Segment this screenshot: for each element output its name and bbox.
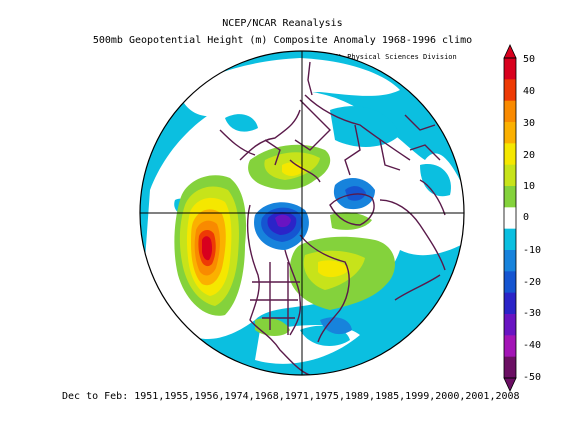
colorbar-segment	[504, 292, 516, 315]
colorbar-tick-label: 40	[523, 86, 536, 97]
colorbar-tick-label: -30	[523, 308, 542, 319]
high-anomaly-center	[202, 236, 213, 261]
colorbar-segment	[504, 143, 516, 166]
colorbar-segment	[504, 79, 516, 102]
colorbar-tick-label: 0	[523, 212, 530, 223]
colorbar-bottom-arrow	[503, 377, 517, 392]
colorbar-segment	[504, 100, 516, 123]
colorbar-tick-label: -10	[523, 245, 542, 256]
colorbar-segment	[504, 228, 516, 251]
colorbar-segment	[504, 250, 516, 272]
colorbar-tick-label: 30	[523, 118, 536, 129]
page-title: NCEP/NCAR Reanalysis	[222, 18, 343, 29]
colorbar-segment	[504, 122, 516, 144]
colorbar-tick-label: -50	[523, 372, 542, 383]
colorbar-segment	[504, 207, 516, 230]
colorbar-top-arrow	[503, 44, 517, 59]
anomaly-field	[140, 51, 464, 375]
colorbar-segment	[504, 314, 516, 336]
colorbar-tick-label: -20	[523, 277, 542, 288]
credit-label: NOAA/ESRL Physical Sciences Division	[305, 53, 457, 61]
colorbar-segment	[504, 356, 516, 379]
colorbar-segment	[504, 58, 516, 80]
colorbar-segment	[504, 271, 516, 294]
colorbar-segment	[504, 164, 516, 187]
map-subtitle: 500mb Geopotential Height (m) Composite …	[92, 35, 473, 46]
colorbar-tick-label: 50	[523, 54, 536, 65]
composite-years-caption: Dec to Feb: 1951,1955,1956,1974,1968,197…	[62, 391, 520, 402]
colorbar-segment	[504, 335, 516, 358]
colorbar-tick-label: -40	[523, 340, 542, 351]
colorbar-tick-label: 20	[523, 150, 536, 161]
colorbar-segment	[504, 186, 516, 208]
colorbar-tick-label: 10	[523, 181, 536, 192]
